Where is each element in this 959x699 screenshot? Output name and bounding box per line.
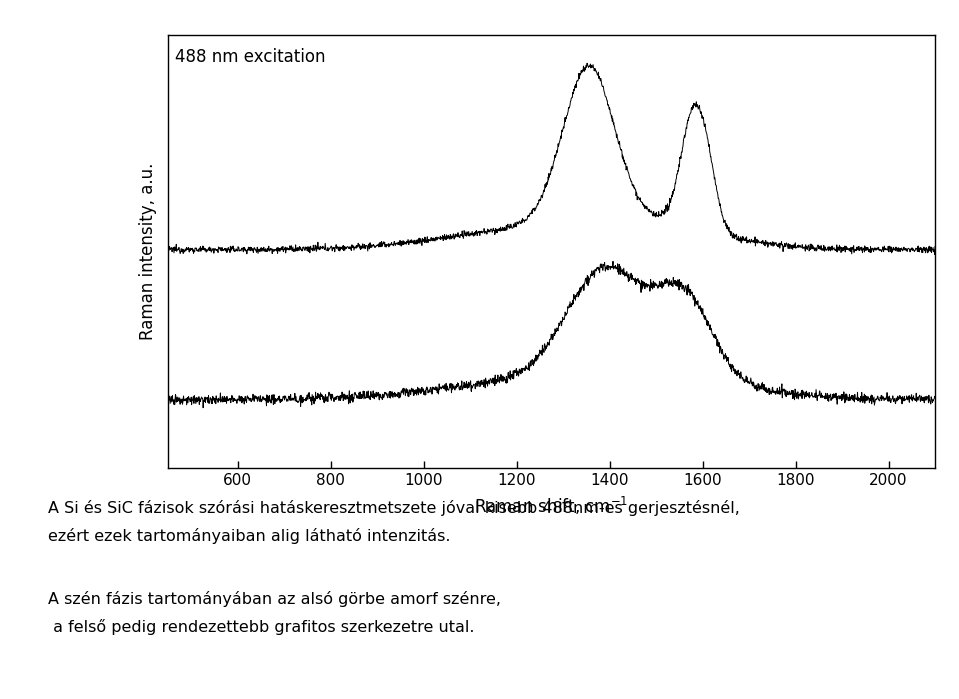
Text: 488 nm excitation: 488 nm excitation <box>175 48 326 66</box>
Text: A Si és SiC fázisok szórási hatáskeresztmetszete jóval kisebb 488nm-es gerjeszté: A Si és SiC fázisok szórási hatáskereszt… <box>48 500 739 516</box>
Text: a felső pedig rendezettebb grafitos szerkezetre utal.: a felső pedig rendezettebb grafitos szer… <box>48 619 475 635</box>
Text: A szén fázis tartományában az alsó görbe amorf szénre,: A szén fázis tartományában az alsó görbe… <box>48 591 501 607</box>
Text: ezért ezek tartományaiban alig látható intenzitás.: ezért ezek tartományaiban alig látható i… <box>48 528 451 544</box>
X-axis label: Raman shift, cm$^{-1}$: Raman shift, cm$^{-1}$ <box>475 495 628 517</box>
Y-axis label: Raman intensity, a.u.: Raman intensity, a.u. <box>139 163 156 340</box>
